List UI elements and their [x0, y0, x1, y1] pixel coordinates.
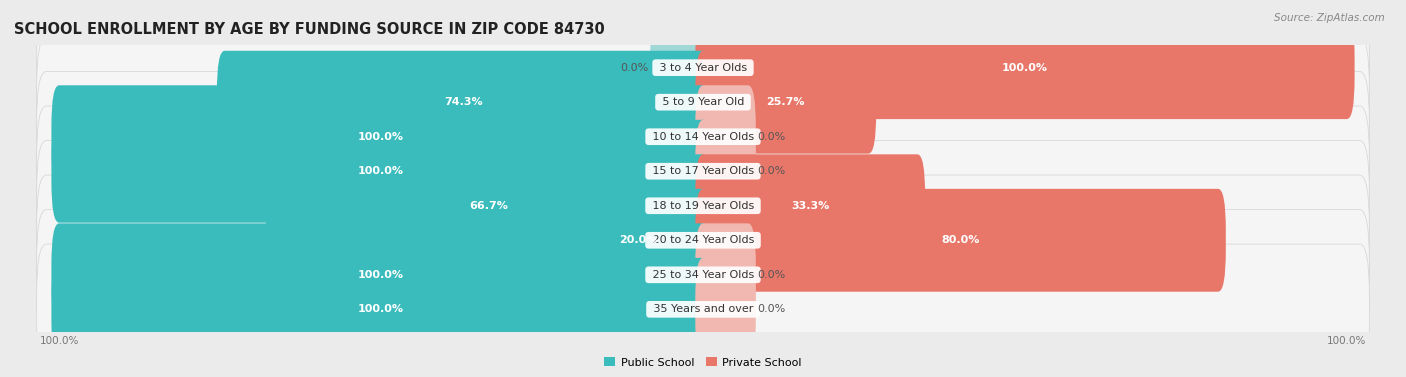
FancyBboxPatch shape	[37, 210, 1369, 340]
Text: 25.7%: 25.7%	[766, 97, 806, 107]
FancyBboxPatch shape	[52, 85, 710, 188]
Text: 0.0%: 0.0%	[758, 132, 786, 142]
Text: SCHOOL ENROLLMENT BY AGE BY FUNDING SOURCE IN ZIP CODE 84730: SCHOOL ENROLLMENT BY AGE BY FUNDING SOUR…	[14, 22, 605, 37]
Text: 20.0%: 20.0%	[620, 235, 658, 245]
Text: 100.0%: 100.0%	[359, 304, 404, 314]
FancyBboxPatch shape	[37, 244, 1369, 375]
Text: 100.0%: 100.0%	[359, 270, 404, 280]
Text: 0.0%: 0.0%	[620, 63, 648, 73]
Text: Source: ZipAtlas.com: Source: ZipAtlas.com	[1274, 13, 1385, 23]
Text: 33.3%: 33.3%	[792, 201, 830, 211]
Text: 5 to 9 Year Old: 5 to 9 Year Old	[658, 97, 748, 107]
FancyBboxPatch shape	[52, 120, 710, 223]
FancyBboxPatch shape	[52, 258, 710, 361]
Text: 100.0%: 100.0%	[359, 166, 404, 176]
Text: 20 to 24 Year Olds: 20 to 24 Year Olds	[648, 235, 758, 245]
FancyBboxPatch shape	[696, 258, 756, 361]
Legend: Public School, Private School: Public School, Private School	[600, 353, 806, 372]
FancyBboxPatch shape	[37, 106, 1369, 236]
Text: 80.0%: 80.0%	[942, 235, 980, 245]
FancyBboxPatch shape	[696, 16, 1354, 119]
FancyBboxPatch shape	[696, 51, 876, 154]
Text: 74.3%: 74.3%	[444, 97, 484, 107]
FancyBboxPatch shape	[266, 154, 710, 257]
Text: 18 to 19 Year Olds: 18 to 19 Year Olds	[648, 201, 758, 211]
Text: 100.0%: 100.0%	[359, 132, 404, 142]
FancyBboxPatch shape	[650, 16, 710, 119]
Text: 35 Years and over: 35 Years and over	[650, 304, 756, 314]
Text: 15 to 17 Year Olds: 15 to 17 Year Olds	[648, 166, 758, 176]
FancyBboxPatch shape	[567, 189, 710, 292]
FancyBboxPatch shape	[696, 120, 756, 223]
Text: 66.7%: 66.7%	[468, 201, 508, 211]
Text: 25 to 34 Year Olds: 25 to 34 Year Olds	[648, 270, 758, 280]
Text: 0.0%: 0.0%	[758, 304, 786, 314]
FancyBboxPatch shape	[37, 72, 1369, 202]
Text: 10 to 14 Year Olds: 10 to 14 Year Olds	[648, 132, 758, 142]
FancyBboxPatch shape	[217, 51, 710, 154]
Text: 100.0%: 100.0%	[1002, 63, 1047, 73]
Text: 0.0%: 0.0%	[758, 166, 786, 176]
FancyBboxPatch shape	[37, 141, 1369, 271]
FancyBboxPatch shape	[696, 189, 1226, 292]
FancyBboxPatch shape	[696, 154, 925, 257]
FancyBboxPatch shape	[37, 175, 1369, 305]
FancyBboxPatch shape	[37, 2, 1369, 133]
FancyBboxPatch shape	[37, 37, 1369, 167]
FancyBboxPatch shape	[52, 223, 710, 326]
FancyBboxPatch shape	[696, 223, 756, 326]
FancyBboxPatch shape	[696, 85, 756, 188]
Text: 0.0%: 0.0%	[758, 270, 786, 280]
Text: 3 to 4 Year Olds: 3 to 4 Year Olds	[655, 63, 751, 73]
